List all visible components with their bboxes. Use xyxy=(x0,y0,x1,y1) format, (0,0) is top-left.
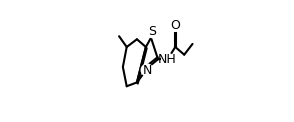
Circle shape xyxy=(141,64,153,76)
Circle shape xyxy=(162,53,173,65)
Text: NH: NH xyxy=(158,53,177,66)
Text: O: O xyxy=(170,19,180,32)
Text: N: N xyxy=(143,64,152,77)
Circle shape xyxy=(169,20,181,31)
Circle shape xyxy=(146,26,158,37)
Text: S: S xyxy=(148,25,156,38)
